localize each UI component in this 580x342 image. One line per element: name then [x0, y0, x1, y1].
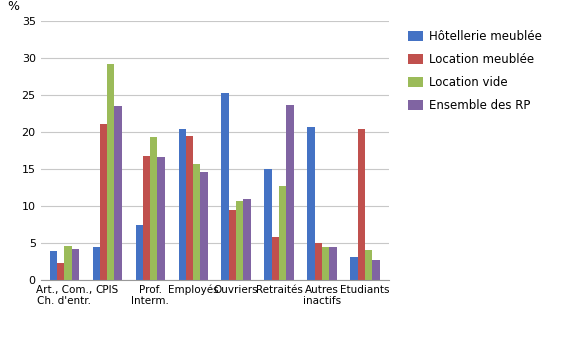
Y-axis label: %: %: [7, 0, 19, 13]
Bar: [329, 247, 336, 280]
Bar: [244, 199, 251, 280]
Bar: [157, 157, 165, 280]
Bar: [136, 225, 143, 280]
Bar: [57, 263, 64, 280]
Bar: [64, 246, 71, 280]
Bar: [50, 251, 57, 280]
Bar: [307, 127, 315, 280]
Bar: [365, 250, 372, 280]
Bar: [229, 210, 236, 280]
Bar: [201, 172, 208, 280]
Bar: [315, 242, 322, 280]
Bar: [279, 186, 287, 280]
Bar: [236, 201, 244, 280]
Bar: [287, 105, 293, 280]
Bar: [193, 164, 201, 280]
Bar: [150, 137, 157, 280]
Bar: [100, 124, 107, 280]
Bar: [264, 169, 272, 280]
Bar: [322, 247, 329, 280]
Bar: [71, 249, 79, 280]
Bar: [93, 247, 100, 280]
Bar: [372, 260, 379, 280]
Legend: Hôtellerie meublée, Location meublée, Location vide, Ensemble des RP: Hôtellerie meublée, Location meublée, Lo…: [405, 26, 545, 116]
Bar: [186, 136, 193, 280]
Bar: [143, 156, 150, 280]
Bar: [358, 129, 365, 280]
Bar: [179, 129, 186, 280]
Bar: [222, 93, 229, 280]
Bar: [272, 237, 279, 280]
Bar: [350, 257, 358, 280]
Bar: [107, 64, 114, 280]
Bar: [114, 106, 122, 280]
